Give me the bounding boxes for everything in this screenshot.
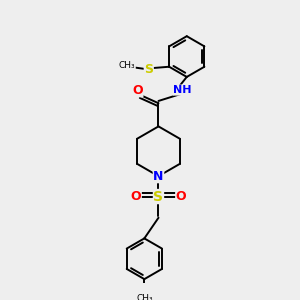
Text: S: S — [144, 63, 153, 76]
Text: N: N — [153, 170, 164, 183]
Text: CH₃: CH₃ — [119, 61, 135, 70]
Text: S: S — [154, 190, 164, 203]
Text: O: O — [130, 190, 141, 203]
Text: NH: NH — [173, 85, 192, 95]
Text: O: O — [132, 84, 143, 97]
Text: O: O — [176, 190, 186, 203]
Text: CH₃: CH₃ — [136, 294, 153, 300]
